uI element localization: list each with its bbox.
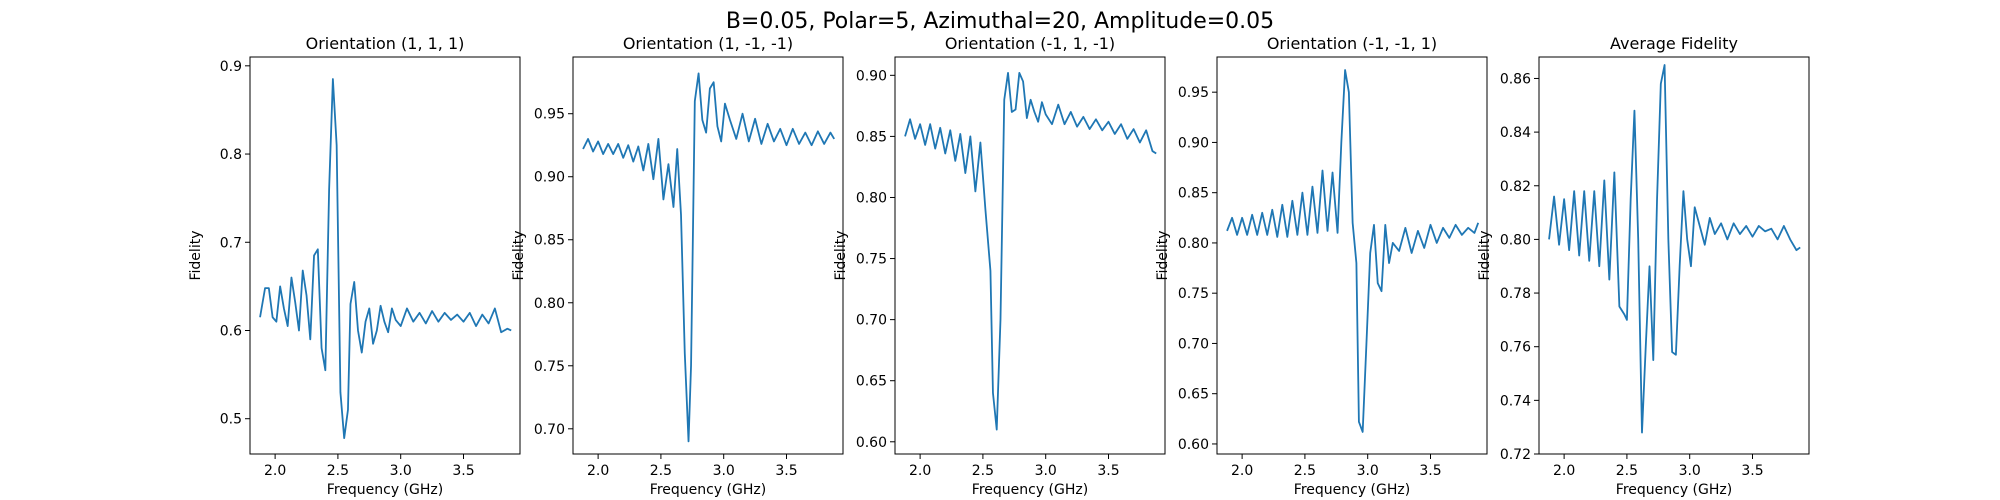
x-tick-label: 2.0 — [909, 463, 931, 479]
x-tick-label: 3.5 — [452, 463, 474, 479]
y-tick-label: 0.65 — [1178, 387, 1209, 403]
y-tick-label: 0.70 — [1178, 336, 1209, 352]
subplot-grid: Orientation (1, 1, 1)2.0 2.5 3.0 3.50.50.60… — [188, 34, 1810, 498]
axes-frame — [572, 56, 844, 455]
x-tick-label: 2.5 — [327, 463, 349, 479]
x-tick-label: 2.5 — [972, 463, 994, 479]
axes-frame — [249, 56, 521, 455]
subplot-title: Orientation (-1, -1, 1) — [1267, 34, 1437, 53]
x-tick-label: 3.5 — [1419, 463, 1441, 479]
subplot-title: Orientation (1, -1, -1) — [623, 34, 793, 53]
series-line — [1548, 64, 1801, 434]
y-tick-label: 0.84 — [1500, 125, 1531, 141]
y-tick-label: 0.60 — [1178, 437, 1209, 453]
x-tick-label: 2.0 — [1231, 463, 1253, 479]
x-tick-label: 3.0 — [1679, 463, 1701, 479]
x-tick-label: 3.5 — [775, 463, 797, 479]
series-line — [259, 78, 512, 440]
y-tick-label: 0.72 — [1500, 447, 1531, 463]
y-axis-label: Fidelity — [1155, 231, 1171, 281]
subplot-3: Orientation (-1, 1, -1) 2.0 2.5 3.0 3.5 0.60 0… — [833, 34, 1166, 498]
subplot-4: Orientation (-1, -1, 1) 2.0 2.5 3.0 3.5 0.60 0… — [1155, 34, 1488, 498]
y-tick-label: 0.6 — [220, 323, 242, 339]
x-tick-label: 3.5 — [1741, 463, 1763, 479]
subplot-5: Average Fidelity 2.0 2.5 3.0 3.5 0.72 0.74 0.76… — [1477, 34, 1810, 498]
subplot-title: Orientation (-1, 1, -1) — [945, 34, 1115, 53]
y-axis-label: Fidelity — [188, 231, 204, 281]
y-tick-label: 0.75 — [856, 252, 887, 268]
x-tick-label: 3.0 — [390, 463, 412, 479]
y-tick-label: 0.80 — [1178, 236, 1209, 252]
series-line — [904, 71, 1157, 431]
subplot-1: Orientation (1, 1, 1) 2.0 2.5 3.0 3.5 0.5 0.6 0… — [188, 34, 521, 498]
y-tick-label: 0.86 — [1500, 71, 1531, 87]
x-axis-label: Frequency (GHz) — [327, 482, 443, 498]
x-tick-label: 2.0 — [264, 463, 286, 479]
y-tick-label: 0.74 — [1500, 393, 1531, 409]
figure-suptitle: B=0.05, Polar=5, Azimuthal=20, Amplitude… — [726, 9, 1274, 34]
y-tick-label: 0.70 — [534, 422, 565, 438]
y-tick-label: 0.65 — [856, 374, 887, 390]
x-tick-label: 2.0 — [1553, 463, 1575, 479]
subplot-title: Orientation (1, 1, 1) — [306, 34, 465, 53]
y-axis-label: Fidelity — [511, 231, 527, 281]
y-tick-label: 0.80 — [1500, 232, 1531, 248]
axes-frame — [1538, 56, 1810, 455]
y-tick-label: 0.76 — [1500, 340, 1531, 356]
y-tick-label: 0.95 — [1178, 85, 1209, 101]
y-tick-label: 0.75 — [534, 359, 565, 375]
x-tick-label: 3.5 — [1097, 463, 1119, 479]
y-tick-label: 0.95 — [534, 107, 565, 123]
y-tick-label: 0.80 — [534, 296, 565, 312]
subplot-title: Average Fidelity — [1610, 34, 1738, 53]
series-line — [582, 72, 835, 443]
y-tick-label: 0.5 — [220, 412, 242, 428]
y-tick-label: 0.9 — [220, 59, 242, 75]
axes-frame — [1216, 56, 1488, 455]
x-axis-label: Frequency (GHz) — [1616, 482, 1732, 498]
y-tick-label: 0.82 — [1500, 179, 1531, 195]
x-tick-label: 2.5 — [1294, 463, 1316, 479]
y-tick-label: 0.85 — [1178, 186, 1209, 202]
y-tick-label: 0.7 — [220, 235, 242, 251]
x-tick-label: 2.5 — [650, 463, 672, 479]
y-tick-label: 0.70 — [856, 313, 887, 329]
subplot-2: Orientation (1, -1, -1) 2.0 2.5 3.0 3.5 0.70 0… — [511, 34, 844, 498]
series-line — [1226, 69, 1480, 433]
y-tick-label: 0.78 — [1500, 286, 1531, 302]
x-tick-label: 3.0 — [1357, 463, 1379, 479]
x-axis-label: Frequency (GHz) — [972, 482, 1088, 498]
y-axis-label: Fidelity — [1477, 231, 1493, 281]
x-tick-label: 2.5 — [1616, 463, 1638, 479]
y-tick-label: 0.75 — [1178, 286, 1209, 302]
y-tick-label: 0.80 — [856, 190, 887, 206]
y-tick-label: 0.85 — [856, 129, 887, 145]
x-tick-label: 3.0 — [1035, 463, 1057, 479]
x-tick-label: 3.0 — [713, 463, 735, 479]
y-tick-label: 0.85 — [534, 233, 565, 249]
y-tick-label: 0.90 — [1178, 135, 1209, 151]
axes-frame — [894, 56, 1166, 455]
y-tick-label: 0.8 — [220, 147, 242, 163]
x-tick-label: 2.0 — [587, 463, 609, 479]
y-axis-label: Fidelity — [833, 231, 849, 281]
y-tick-label: 0.60 — [856, 435, 887, 451]
x-axis-label: Frequency (GHz) — [1294, 482, 1410, 498]
y-tick-label: 0.90 — [856, 68, 887, 84]
y-tick-label: 0.90 — [534, 170, 565, 186]
x-axis-label: Frequency (GHz) — [650, 482, 766, 498]
